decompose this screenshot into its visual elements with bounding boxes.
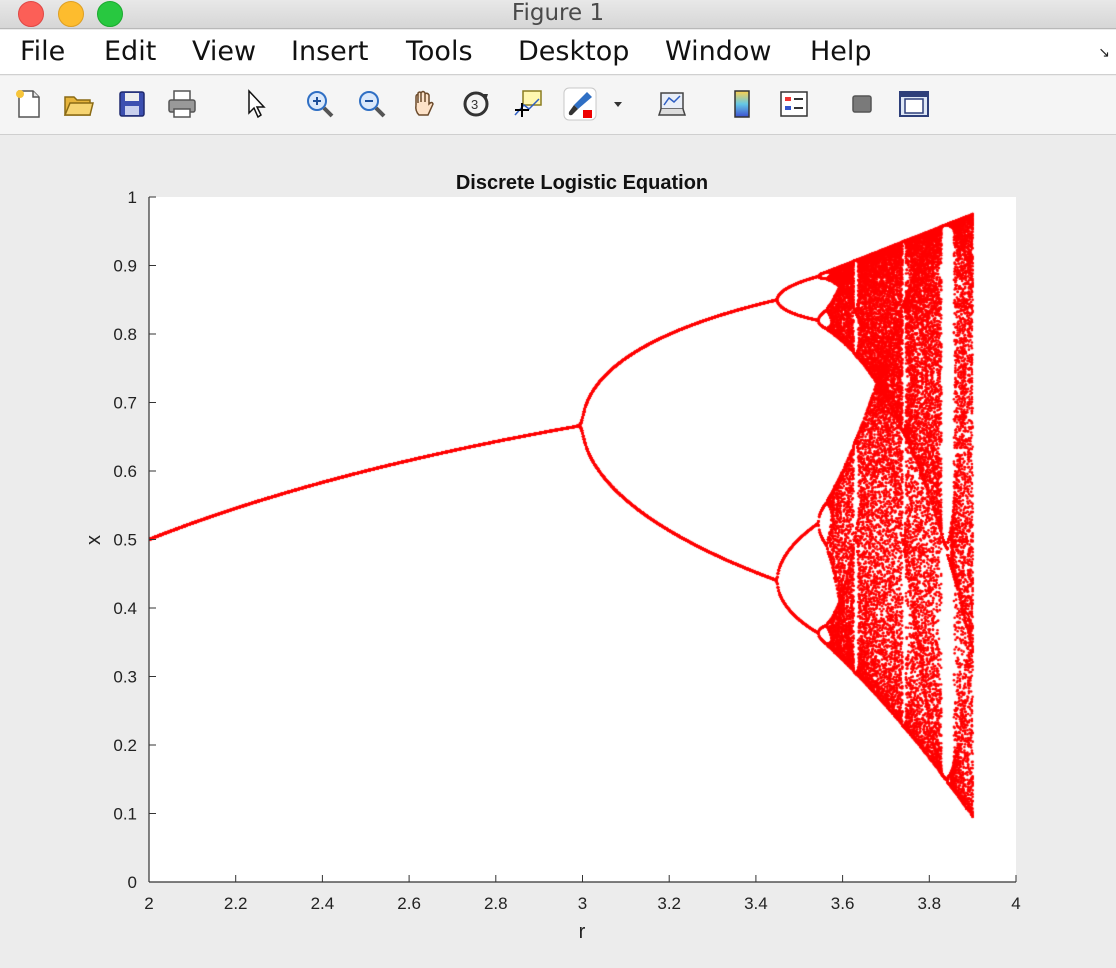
y-tick-label: 0.7 bbox=[113, 394, 137, 413]
y-tick-label: 0 bbox=[128, 873, 137, 892]
data-cursor-icon[interactable] bbox=[510, 86, 546, 122]
rotate-3d-icon[interactable]: 3 bbox=[458, 86, 494, 122]
hide-plot-tools-icon[interactable] bbox=[844, 86, 880, 122]
pan-icon[interactable] bbox=[406, 86, 442, 122]
x-tick-label: 2 bbox=[144, 894, 153, 913]
legend-icon[interactable] bbox=[776, 86, 812, 122]
y-tick-label: 0.4 bbox=[113, 599, 137, 618]
x-tick-label: 4 bbox=[1011, 894, 1020, 913]
x-tick-label: 3.6 bbox=[831, 894, 855, 913]
x-tick-label: 3.2 bbox=[657, 894, 681, 913]
x-tick-label: 2.8 bbox=[484, 894, 508, 913]
brush-dropdown-icon[interactable] bbox=[606, 86, 630, 122]
y-tick-label: 0.6 bbox=[113, 462, 137, 481]
close-window-button[interactable] bbox=[18, 1, 44, 27]
x-tick-label: 3.4 bbox=[744, 894, 768, 913]
menu-bar: File Edit View Insert Tools Desktop Wind… bbox=[0, 30, 1116, 75]
minimize-window-button[interactable] bbox=[58, 1, 84, 27]
link-plot-icon[interactable] bbox=[654, 86, 690, 122]
maximize-window-button[interactable] bbox=[97, 1, 123, 27]
zoom-out-icon[interactable] bbox=[354, 86, 390, 122]
y-tick-label: 0.5 bbox=[113, 531, 137, 550]
x-tick-label: 2.6 bbox=[397, 894, 421, 913]
menu-file[interactable]: File bbox=[20, 36, 66, 67]
y-axis-label: x bbox=[83, 535, 105, 545]
menu-tools[interactable]: Tools bbox=[406, 36, 473, 67]
menu-desktop[interactable]: Desktop bbox=[518, 36, 630, 67]
open-file-icon[interactable] bbox=[60, 86, 96, 122]
x-tick-label: 2.4 bbox=[311, 894, 335, 913]
menu-edit[interactable]: Edit bbox=[104, 36, 157, 67]
y-tick-label: 0.3 bbox=[113, 668, 137, 687]
menu-window[interactable]: Window bbox=[665, 36, 772, 67]
zoom-in-icon[interactable] bbox=[302, 86, 338, 122]
brush-icon[interactable] bbox=[562, 86, 598, 122]
menu-overflow-icon[interactable]: ↘ bbox=[1098, 44, 1110, 60]
show-plot-tools-icon[interactable] bbox=[896, 86, 932, 122]
window-titlebar: Figure 1 bbox=[0, 0, 1116, 29]
chart-title: Discrete Logistic Equation bbox=[456, 172, 708, 194]
pointer-icon[interactable] bbox=[237, 86, 273, 122]
x-tick-label: 3.8 bbox=[917, 894, 941, 913]
svg-text:3: 3 bbox=[471, 97, 478, 112]
y-tick-label: 1 bbox=[128, 188, 137, 207]
y-tick-label: 0.2 bbox=[113, 736, 137, 755]
y-tick-label: 0.9 bbox=[113, 257, 137, 276]
data-points bbox=[149, 197, 1016, 882]
x-tick-label: 3 bbox=[578, 894, 587, 913]
menu-insert[interactable]: Insert bbox=[291, 36, 369, 67]
figure-toolbar: 3 bbox=[0, 76, 1116, 135]
axes: 2 2.2 2.4 2.6 2.8 3 3.2 3.4 3.6 3.8 4 0 0.1 0.2 0.3 0.4… bbox=[113, 188, 1020, 913]
y-tick-label: 0.1 bbox=[113, 805, 137, 824]
menu-help[interactable]: Help bbox=[810, 36, 872, 67]
colorbar-icon[interactable] bbox=[724, 86, 760, 122]
menu-view[interactable]: View bbox=[192, 36, 257, 67]
x-axis-label: r bbox=[579, 921, 586, 943]
save-icon[interactable] bbox=[114, 86, 150, 122]
bifurcation-points bbox=[149, 197, 1016, 882]
new-figure-icon[interactable] bbox=[10, 86, 46, 122]
y-tick-label: 0.8 bbox=[113, 325, 137, 344]
print-icon[interactable] bbox=[164, 86, 200, 122]
window-title: Figure 1 bbox=[511, 0, 605, 26]
x-tick-label: 2.2 bbox=[224, 894, 248, 913]
